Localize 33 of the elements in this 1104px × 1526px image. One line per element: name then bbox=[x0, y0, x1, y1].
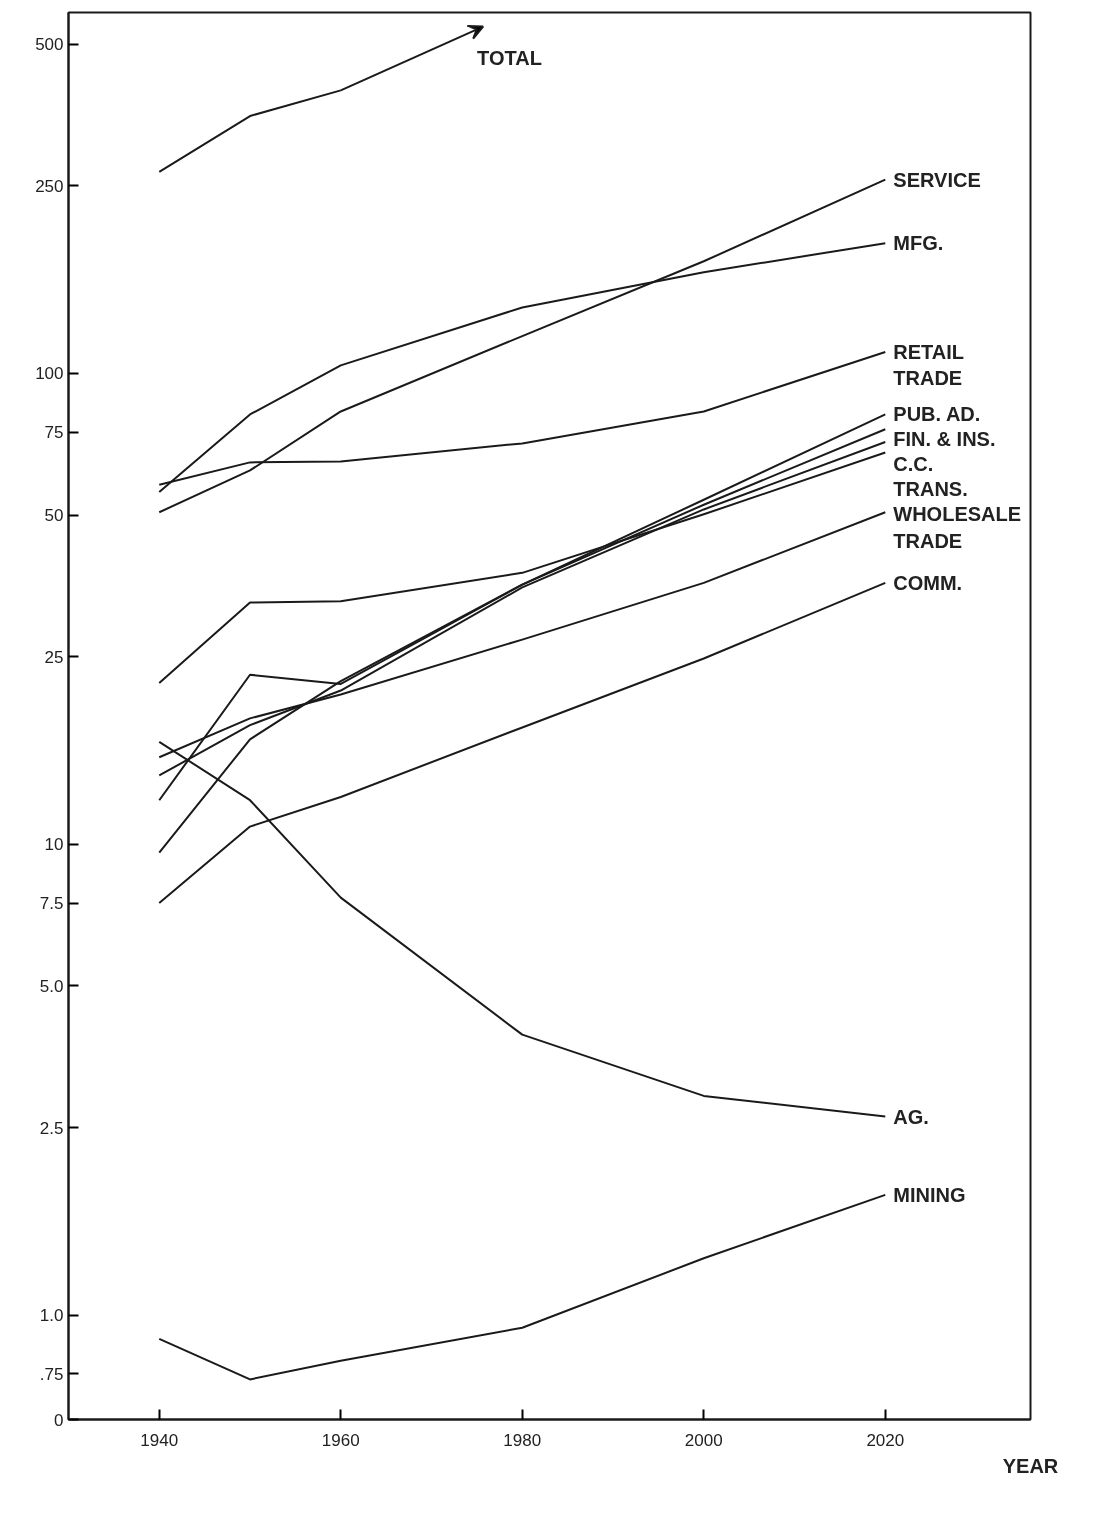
y-tick-label: 7.5 bbox=[39, 894, 64, 914]
y-tick-label: 5.0 bbox=[39, 976, 64, 996]
y-tick-label: 500 bbox=[35, 35, 64, 55]
series-label: RETAIL TRADE bbox=[893, 341, 965, 390]
y-tick-label: 100 bbox=[35, 364, 64, 384]
series-label: PUB. AD. bbox=[893, 403, 981, 426]
line-series bbox=[158, 1193, 887, 1381]
y-tick-label: 250 bbox=[35, 176, 64, 196]
x-tick-label: 2020 bbox=[866, 1430, 905, 1450]
x-tick-label: 2000 bbox=[684, 1430, 723, 1450]
series-label: MINING bbox=[893, 1183, 966, 1206]
y-tick-label: 25 bbox=[44, 647, 64, 667]
y-tick-label: 2.5 bbox=[39, 1118, 64, 1138]
series-label: SERVICE bbox=[893, 168, 981, 191]
x-axis-title: YEAR bbox=[1002, 1454, 1059, 1477]
annotation: TOTAL bbox=[477, 46, 542, 69]
line-series bbox=[158, 178, 887, 514]
y-tick-label: 75 bbox=[44, 423, 64, 443]
series-label: MFG. bbox=[893, 232, 944, 255]
y-tick-label: 10 bbox=[44, 835, 64, 855]
series-label: TRANS. bbox=[893, 478, 968, 501]
series-label: C.C. bbox=[893, 453, 934, 476]
y-tick-label: 50 bbox=[44, 506, 64, 526]
series-label: AG. bbox=[893, 1105, 929, 1128]
series-label: FIN. & INS. bbox=[893, 428, 996, 451]
y-tick-label: 0 bbox=[54, 1410, 64, 1430]
y-tick-label: 1.0 bbox=[39, 1306, 64, 1326]
x-tick-label: 1980 bbox=[503, 1430, 542, 1450]
series-label: WHOLESALE TRADE bbox=[893, 503, 1022, 552]
x-tick-label: 1960 bbox=[321, 1430, 360, 1450]
x-tick-label: 1940 bbox=[140, 1430, 179, 1450]
series-label: COMM. bbox=[893, 571, 963, 594]
y-tick-label: .75 bbox=[39, 1364, 64, 1384]
